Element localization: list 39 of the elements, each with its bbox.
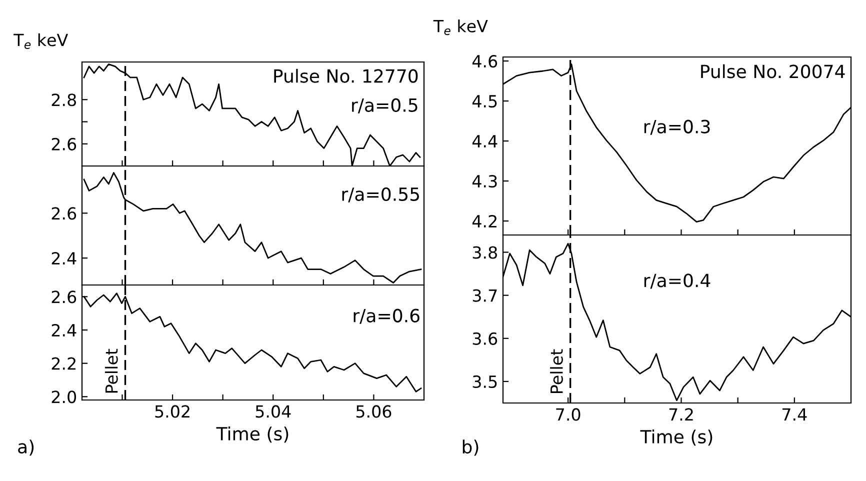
y-tick-label: 2.6	[52, 138, 76, 150]
annotation: Pulse No. 20074	[701, 64, 845, 78]
x-tick-label: 7.0	[556, 408, 580, 421]
x-tick-label: 5.02	[155, 405, 190, 418]
y-tick-label: 3.6	[472, 332, 498, 345]
y-tick-label: 2.2	[52, 357, 76, 370]
y-tick-label: 2.6	[52, 290, 76, 304]
ref-line-label: Pellet	[550, 349, 563, 393]
y-tick-label: 3.7	[472, 289, 497, 302]
y-tick-label: 2.6	[52, 207, 76, 220]
y-tick-label: 2.8	[52, 94, 76, 106]
text: a)	[18, 440, 34, 456]
annotation: r/a=0.55	[342, 187, 420, 202]
y-tick-label: 4.4	[472, 135, 498, 148]
text: b)	[462, 440, 478, 456]
y-axis-title: T$_{e}$ keV	[433, 20, 488, 36]
line-series	[83, 64, 421, 166]
y-tick-label: 4.2	[472, 214, 496, 228]
ref-line-label: Pellet	[104, 348, 118, 393]
y-tick-label: 3.8	[472, 246, 497, 259]
annotation: Pulse No. 12770	[274, 68, 418, 83]
y-tick-label: 2.4	[52, 324, 76, 336]
annotation: r/a=0.4	[644, 274, 710, 289]
annotation: r/a=0.6	[354, 308, 420, 324]
annotation: r/a=0.5	[352, 98, 418, 114]
y-tick-label: 3.5	[472, 375, 497, 388]
x-axis-title: Time (s)	[640, 430, 712, 446]
x-tick-label: 5.06	[356, 405, 392, 418]
x-tick-label: 5.04	[256, 405, 291, 418]
x-tick-label: 7.4	[782, 408, 807, 421]
y-axis-title: T$_{e}$ keV	[14, 33, 68, 49]
y-tick-label: 2.4	[52, 252, 76, 264]
y-tick-label: 4.3	[472, 174, 497, 188]
y-tick-label: 4.5	[472, 95, 497, 108]
y-tick-label: 4.6	[472, 54, 498, 68]
x-axis-title: Time (s)	[216, 426, 288, 443]
x-tick-label: 7.2	[669, 408, 693, 421]
annotation: r/a=0.3	[644, 120, 710, 135]
y-tick-label: 2.0	[52, 390, 76, 404]
